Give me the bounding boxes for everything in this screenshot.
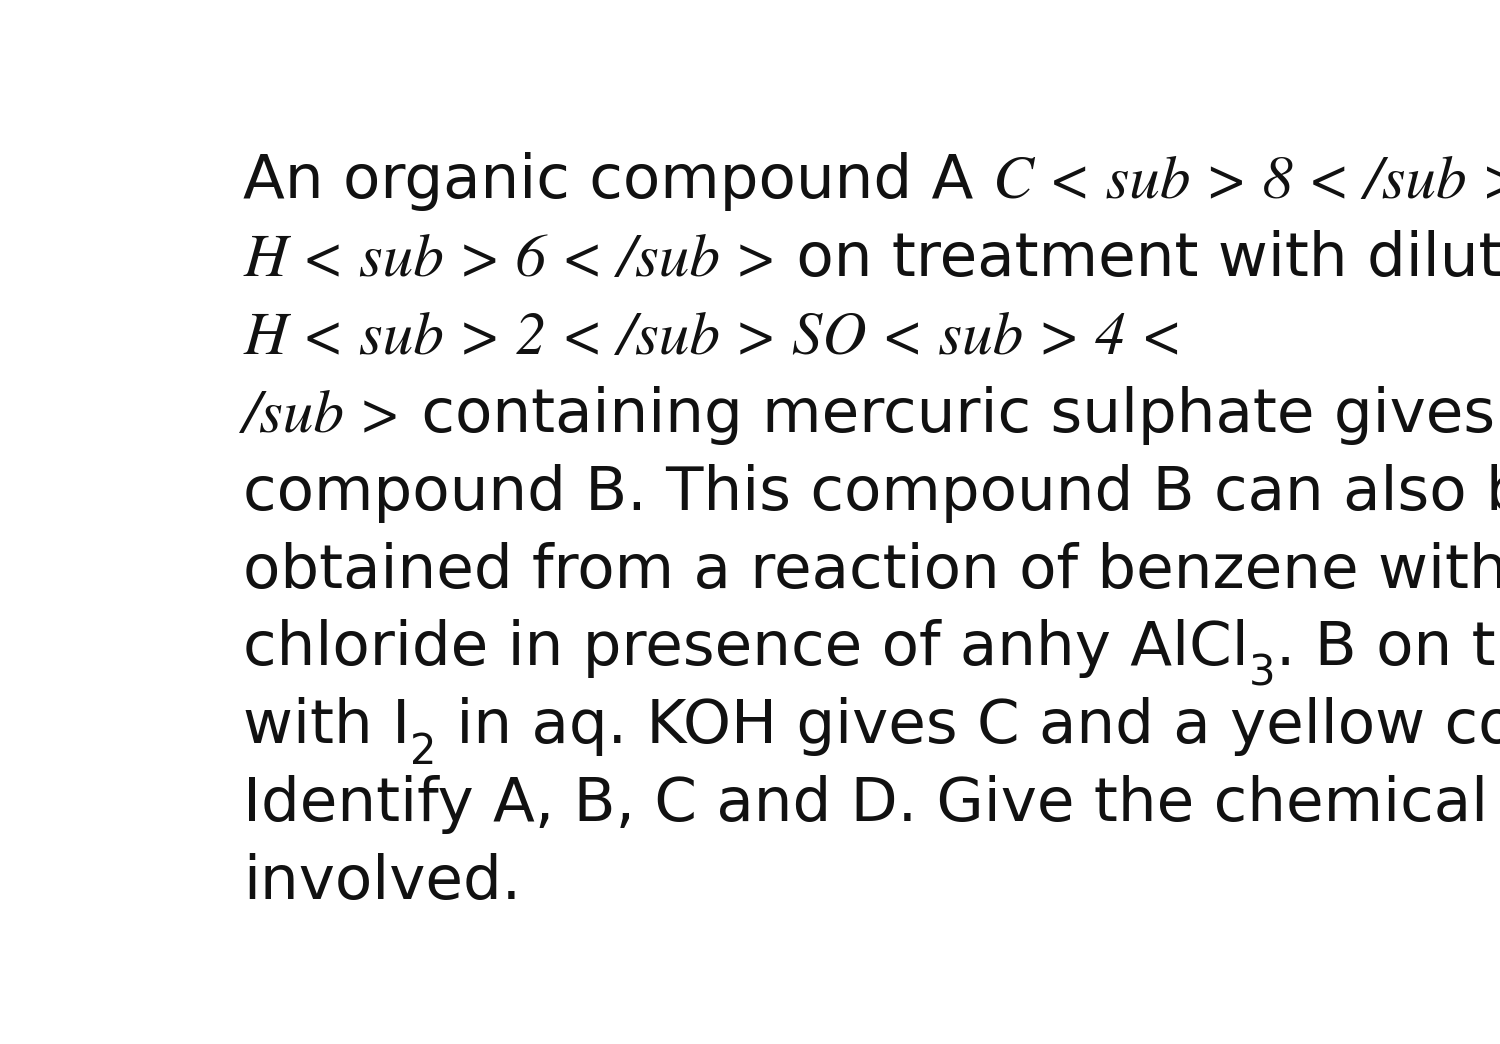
Text: on treatment with dilute: on treatment with dilute xyxy=(777,230,1500,288)
Text: Identify A, B, C and D. Give the chemical reactions: Identify A, B, C and D. Give the chemica… xyxy=(243,776,1500,834)
Text: An organic compound A: An organic compound A xyxy=(243,151,993,211)
Text: . B on treatment: . B on treatment xyxy=(1275,619,1500,679)
Text: compound B. This compound B can also be: compound B. This compound B can also be xyxy=(243,464,1500,523)
Text: 3: 3 xyxy=(1250,652,1275,694)
Text: C < sub > 8 < /sub >: C < sub > 8 < /sub > xyxy=(993,156,1500,211)
Text: with I: with I xyxy=(243,697,411,757)
Text: involved.: involved. xyxy=(243,853,522,912)
Text: H < sub > 6 < /sub >: H < sub > 6 < /sub > xyxy=(243,234,777,288)
Text: in aq. KOH gives C and a yellow compound D.: in aq. KOH gives C and a yellow compound… xyxy=(436,697,1500,757)
Text: 2: 2 xyxy=(411,731,436,773)
Text: containing mercuric sulphate gives: containing mercuric sulphate gives xyxy=(402,385,1496,445)
Text: /sub >: /sub > xyxy=(243,389,402,445)
Text: H < sub > 2 < /sub > SO < sub > 4 <: H < sub > 2 < /sub > SO < sub > 4 < xyxy=(243,311,1182,366)
Text: obtained from a reaction of benzene with acetyl: obtained from a reaction of benzene with… xyxy=(243,542,1500,600)
Text: chloride in presence of anhy AlCl: chloride in presence of anhy AlCl xyxy=(243,619,1250,679)
